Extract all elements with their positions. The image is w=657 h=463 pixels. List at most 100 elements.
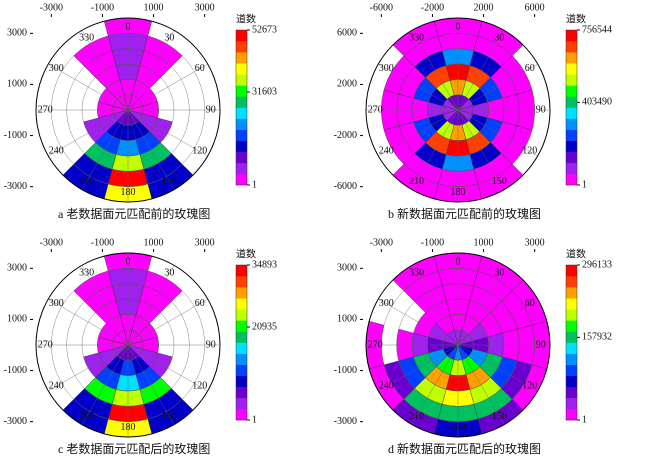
colorbar-swatch — [566, 353, 577, 365]
colorbar-swatch — [236, 320, 247, 332]
angle-label: 60 — [525, 63, 535, 74]
colorbar-swatch — [566, 265, 577, 277]
angle-label: 270 — [368, 339, 383, 350]
grid-spoke — [127, 344, 208, 392]
colorbar-swatch — [236, 309, 247, 321]
y-tick-label: 3000 — [7, 28, 27, 39]
angle-label: 90 — [206, 339, 216, 350]
grid-spoke — [457, 298, 538, 346]
angle-label: 330 — [409, 33, 424, 44]
colorbar-swatch — [236, 140, 247, 153]
x-tick-label: -3000 — [40, 2, 63, 13]
colorbar-swatch — [236, 41, 247, 53]
colorbar-swatch — [236, 298, 247, 310]
colorbar-label: 296133 — [582, 259, 612, 270]
angle-label: 240 — [49, 381, 64, 392]
colorbar-title: 道数 — [566, 247, 586, 260]
angle-label: 90 — [536, 104, 546, 115]
angle-label: 210 — [409, 176, 424, 187]
angle-label: 0 — [456, 21, 461, 32]
angle-label: 330 — [79, 268, 94, 279]
y-tick-label: -3000 — [4, 181, 27, 192]
colorbar-label: 1 — [252, 414, 257, 425]
colorbar-swatch — [236, 96, 247, 108]
grid-spoke — [127, 109, 175, 190]
x-tick-label: -2000 — [421, 2, 444, 13]
angle-label: 60 — [525, 298, 535, 309]
colorbar-swatch — [566, 63, 577, 75]
angle-label: 120 — [522, 146, 537, 157]
angle-label: 180 — [121, 422, 136, 433]
grid-spoke — [378, 344, 459, 392]
angle-label: 30 — [494, 33, 504, 44]
angle-label: 240 — [379, 146, 394, 157]
colorbar-swatch — [236, 375, 247, 388]
colorbar-swatch — [566, 30, 577, 42]
grid-spoke — [81, 265, 129, 346]
colorbar-label: 20935 — [252, 321, 277, 332]
colorbar-swatch — [566, 129, 577, 142]
colorbar-swatch — [566, 118, 577, 130]
colorbar-label: 756544 — [582, 24, 612, 35]
colorbar-swatch — [566, 107, 577, 119]
grid-spoke — [378, 298, 459, 346]
caption: d 新数据面元匹配后的玫瑰图 — [388, 441, 541, 456]
grid-spoke — [81, 109, 129, 190]
angle-label: 90 — [536, 339, 546, 350]
angle-label: 300 — [379, 63, 394, 74]
angle-label: 30 — [494, 268, 504, 279]
grid-spoke — [411, 344, 459, 425]
grid-spoke — [127, 109, 208, 157]
angle-label: 0 — [126, 256, 131, 267]
x-tick-label: -1000 — [91, 237, 114, 248]
colorbar-swatch — [566, 287, 577, 299]
x-tick-label: -3000 — [40, 237, 63, 248]
colorbar-swatch — [566, 408, 577, 421]
y-tick-label: -1000 — [4, 130, 27, 141]
angle-label: 300 — [49, 63, 64, 74]
y-tick-label: 3000 — [337, 263, 357, 274]
colorbar-swatch — [236, 118, 247, 130]
angle-label: 330 — [79, 33, 94, 44]
grid-spoke — [378, 63, 459, 111]
angle-label: 210 — [79, 411, 94, 422]
grid-spoke — [81, 30, 129, 111]
colorbar-swatch — [236, 129, 247, 142]
colorbar-swatch — [566, 298, 577, 310]
angle-label: 240 — [49, 146, 64, 157]
colorbar-swatch — [236, 342, 247, 354]
angle-label: 30 — [164, 33, 174, 44]
colorbar-label: 52673 — [252, 24, 277, 35]
grid-spoke — [127, 265, 175, 346]
colorbar-swatch — [566, 375, 577, 388]
y-tick-label: -3000 — [334, 416, 357, 427]
y-tick-label: 2000 — [337, 79, 357, 90]
colorbar-frame — [235, 264, 248, 421]
angle-label: 210 — [79, 176, 94, 187]
colorbar-swatch — [566, 140, 577, 153]
colorbar-swatch — [566, 397, 577, 410]
x-tick-label: 3000 — [195, 237, 215, 248]
colorbar-swatch — [236, 151, 247, 164]
grid-spoke — [411, 109, 459, 190]
grid-spoke — [127, 63, 208, 111]
grid-spoke — [457, 344, 505, 425]
colorbar-swatch — [236, 364, 247, 377]
angle-label: 240 — [379, 381, 394, 392]
colorbar-label: 1 — [582, 179, 587, 190]
y-tick-label: 3000 — [7, 263, 27, 274]
y-tick-label: 1000 — [7, 79, 27, 90]
colorbar-frame — [235, 29, 248, 186]
x-tick-label: 1000 — [474, 237, 494, 248]
angle-label: 150 — [162, 411, 177, 422]
colorbar-swatch — [236, 353, 247, 365]
angle-label: 180 — [451, 187, 466, 198]
grid-spoke — [48, 109, 129, 157]
grid-spoke — [457, 63, 538, 111]
colorbar-swatch — [236, 107, 247, 119]
y-tick-label: -1000 — [334, 365, 357, 376]
colorbar-swatch — [566, 41, 577, 53]
angle-label: 150 — [492, 176, 507, 187]
grid-spoke — [457, 30, 505, 111]
angle-label: 0 — [126, 21, 131, 32]
